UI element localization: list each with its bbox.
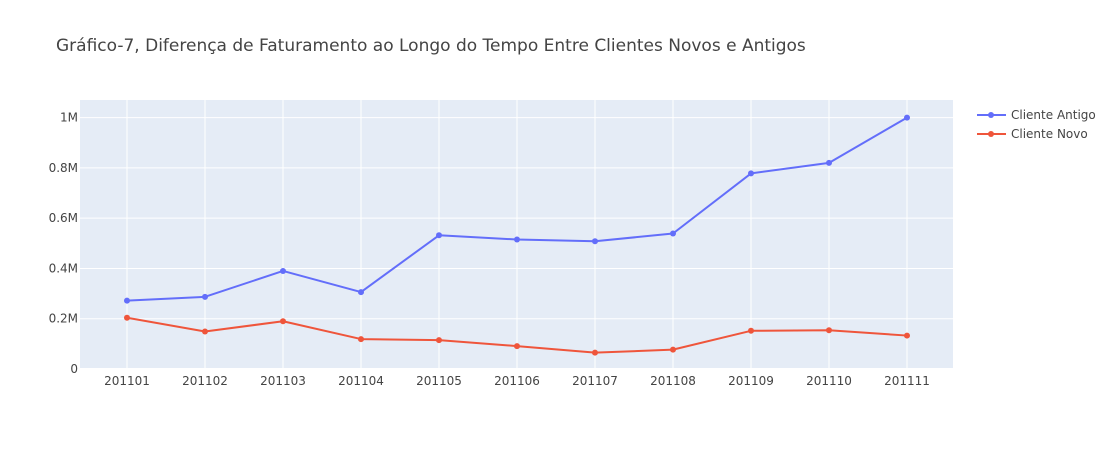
y-tick-label: 0.8M — [49, 161, 78, 175]
data-point — [904, 332, 910, 339]
data-point — [748, 170, 754, 177]
x-tick-label: 201102 — [182, 374, 228, 388]
data-point — [124, 297, 130, 304]
data-point — [202, 328, 208, 335]
data-point — [436, 232, 442, 239]
data-point — [514, 343, 520, 350]
y-tick-label: 1M — [60, 111, 78, 125]
x-tick-label: 201103 — [260, 374, 306, 388]
data-point — [748, 327, 754, 334]
data-point — [904, 114, 910, 121]
data-point — [280, 318, 286, 325]
data-point — [670, 230, 676, 237]
x-tick-label: 201106 — [494, 374, 540, 388]
x-tick-label: 201108 — [650, 374, 696, 388]
data-point — [280, 267, 286, 274]
x-tick-label: 201109 — [728, 374, 774, 388]
x-tick-label: 201104 — [338, 374, 384, 388]
data-point — [826, 159, 832, 166]
legend-label: Cliente Novo — [1011, 127, 1088, 141]
x-tick-label: 201111 — [884, 374, 930, 388]
legend[interactable]: Cliente Antigo Cliente Novo — [977, 108, 1096, 141]
legend-label: Cliente Antigo — [1011, 108, 1096, 122]
data-point — [202, 293, 208, 300]
legend-item[interactable]: Cliente Novo — [977, 127, 1088, 141]
legend-marker — [988, 112, 994, 118]
x-tick-label: 201107 — [572, 374, 618, 388]
y-tick-label: 0.6M — [49, 211, 78, 225]
data-point — [436, 337, 442, 344]
series-lines — [124, 114, 910, 356]
data-point — [358, 336, 364, 343]
data-point — [124, 314, 130, 321]
x-tick-label: 201101 — [104, 374, 150, 388]
data-point — [514, 236, 520, 243]
data-point — [592, 238, 598, 245]
y-axis-ticks: 0 0.2M 0.4M 0.6M 0.8M 1M — [49, 111, 78, 376]
x-tick-label: 201105 — [416, 374, 462, 388]
y-tick-label: 0.4M — [49, 261, 78, 275]
data-point — [592, 349, 598, 356]
y-tick-label: 0 — [70, 362, 78, 376]
legend-marker — [988, 131, 994, 137]
data-point — [826, 327, 832, 334]
data-point — [670, 346, 676, 353]
data-point — [358, 289, 364, 296]
x-axis-ticks: 201101 201102 201103 201104 201105 201106 2011… — [104, 374, 930, 388]
legend-item[interactable]: Cliente Antigo — [977, 108, 1096, 122]
y-tick-label: 0.2M — [49, 312, 78, 326]
grid-lines — [80, 100, 953, 370]
x-tick-label: 201110 — [806, 374, 852, 388]
chart-title: Gráfico-7, Diferença de Faturamento ao L… — [56, 36, 806, 56]
